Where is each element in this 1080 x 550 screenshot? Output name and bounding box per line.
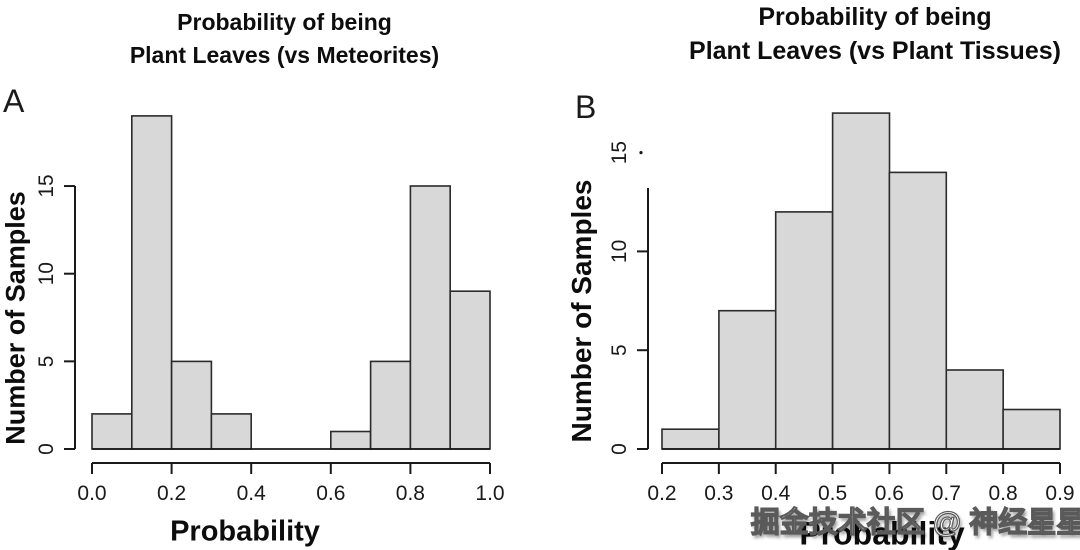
panel-a-label: A [3,83,25,119]
histogram-bar [1002,408,1061,450]
panel-A-bars [91,115,491,450]
histogram-bar [329,430,372,450]
panel-a-x-axis-title: Probability [170,515,320,548]
histogram-bar [131,115,173,450]
histogram-bar [170,360,213,450]
panel-b-title: Probability of being Plant Leaves (vs Pl… [610,0,1080,68]
histogram-bar [91,413,133,450]
y-tick-label: 10 [35,262,58,285]
panel-A-plot: 0 5 10 15 0.0 0.2 0.4 0.6 0.8 1.0 [35,115,505,505]
x-tick-label: 0.2 [157,482,186,505]
panel-B-plot: 0 5 10 15 0.2 0.3 0.4 0.5 0.6 0.7 0.8 0.9 [608,112,1075,505]
panel-B-y-axis: 0 5 10 15 [608,141,649,455]
histogram-bar [945,369,1004,450]
x-tick-label: 0.3 [704,482,733,505]
panel-A-x-axis: 0.0 0.2 0.4 0.6 0.8 1.0 [77,462,505,505]
y-tick-label: 5 [35,356,58,368]
histogram-bar [718,309,777,450]
watermark: 掘金技术社区 @ 神经星星 [750,506,1080,539]
panel-b-x-axis-title: Probability [799,515,965,550]
x-tick-label: 0.5 [818,482,847,505]
panel-b-y-axis-title: Number of Samples [566,179,597,443]
panel-a-y-axis-title: Number of Samples [0,191,31,445]
y-tick-label: 0 [608,443,631,455]
panel-B-x-axis: 0.2 0.3 0.4 0.5 0.6 0.7 0.8 0.9 [647,462,1075,505]
x-tick-label: 1.0 [475,482,504,505]
panel-b-label: B [575,89,597,125]
y-tick-label: 15 [608,141,631,164]
x-tick-label: 0.4 [761,482,791,505]
histogram-bar [449,290,491,450]
histogram-bar [831,112,891,450]
y-tick-label: 15 [35,174,58,197]
histogram-bar [774,211,834,450]
y-tick-label: 0 [35,443,58,455]
histogram-bar [369,360,412,450]
histogram-bar [409,185,451,450]
histogram-bar [210,413,252,450]
panel-b-title-line1: Probability of being [758,3,992,31]
panel-A-y-axis: 0 5 10 15 [35,174,76,455]
x-tick-label: 0.4 [237,482,267,505]
x-tick-label: 0.9 [1045,482,1074,505]
panel-a-title-line2: Plant Leaves (vs Meteorites) [129,42,440,68]
panel-a-title-line1: Probability of being [177,9,392,35]
y-tick-label: 5 [608,344,631,356]
x-tick-label: 0.6 [875,482,904,505]
x-tick-label: 0.2 [647,482,676,505]
panel-a-title: Probability of being Plant Leaves (vs Me… [57,6,512,72]
x-tick-label: 0.0 [77,482,106,505]
x-tick-label: 0.8 [396,482,425,505]
panel-b-title-line2: Plant Leaves (vs Plant Tissues) [689,37,1061,65]
x-tick-label: 0.7 [932,482,961,505]
y-tick-label: 10 [608,240,631,263]
histogram-bar [661,428,720,450]
panel-B-bars [661,112,1061,450]
histogram-bar [888,171,948,450]
x-tick-label: 0.8 [988,482,1017,505]
x-tick-label: 0.6 [316,482,345,505]
